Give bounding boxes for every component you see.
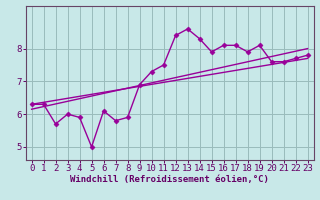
X-axis label: Windchill (Refroidissement éolien,°C): Windchill (Refroidissement éolien,°C) (70, 175, 269, 184)
